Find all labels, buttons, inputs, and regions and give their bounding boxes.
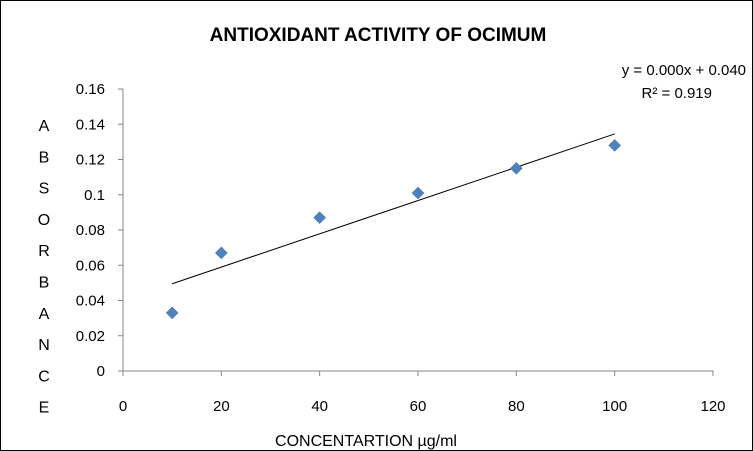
y-tick-label: 0.04 [76,293,105,310]
data-points [165,139,622,320]
y-tick-label: 0.12 [76,152,105,169]
y-tick-label: 0.02 [76,328,105,345]
y-axis-label-letter: C [38,368,50,385]
data-point [165,306,179,320]
y-tick-label: 0.08 [76,222,105,239]
y-axis-label-letter: A [39,118,50,135]
y-axis-label-letter: B [39,275,50,292]
y-tick-label: 0.1 [84,187,105,204]
x-tick-label: 0 [119,398,127,415]
data-point [509,161,523,175]
y-axis-label-letter: O [38,212,50,229]
trendline-equation: y = 0.000x + 0.040 [622,62,746,79]
y-axis-label-letter: B [39,149,50,166]
trendline-segment [172,133,615,285]
y-tick-label: 0.06 [76,257,105,274]
data-point [411,186,425,200]
trendline-r-squared: R² = 0.919 [642,85,712,102]
x-tick-label: 40 [311,398,328,415]
data-point [608,139,622,152]
y-tick-labels: 0 0.02 0.04 0.06 0.08 0.1 0.12 0.14 0.16 [76,81,105,380]
x-tick-label: 60 [410,398,427,415]
data-point [313,211,327,225]
chart-title: ANTIOXIDANT ACTIVITY OF OCIMUM [210,25,547,46]
y-tick-label: 0.16 [76,81,105,98]
x-tick-label: 120 [700,398,725,415]
axes [118,88,714,376]
x-tick-labels: 0 20 40 60 80 100 120 [119,398,726,415]
x-tick-label: 80 [508,398,525,415]
x-axis-label: CONCENTARTION µg/ml [275,433,457,450]
data-point [214,246,228,260]
x-tick-label: 20 [213,398,230,415]
y-axis-label-letter: S [39,181,50,198]
trendline [172,133,615,285]
y-axis-label-letter: R [38,243,50,260]
y-axis-label-letter: E [39,400,50,417]
y-axis-label-letter: N [38,337,50,354]
y-tick-label: 0 [97,363,105,380]
y-tick-label: 0.14 [76,116,105,133]
y-axis-label-letter: A [39,306,50,323]
x-tick-label: 100 [602,398,627,415]
